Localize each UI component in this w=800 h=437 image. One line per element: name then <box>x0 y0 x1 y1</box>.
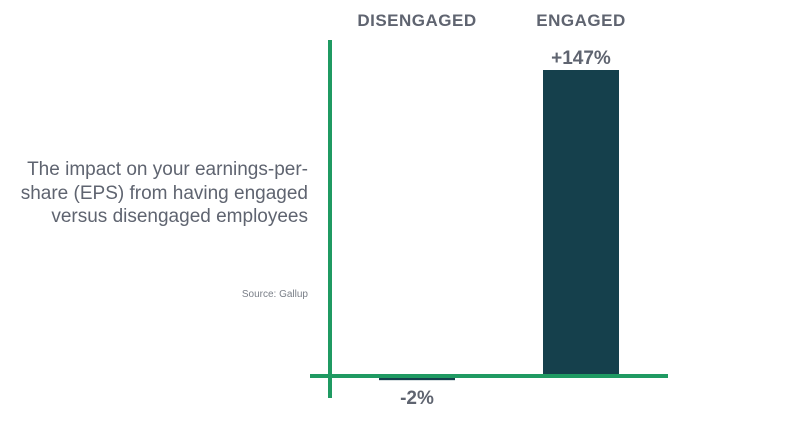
category-label-engaged: ENGAGED <box>536 11 625 30</box>
bar-engaged <box>543 70 619 376</box>
value-label-engaged: +147% <box>551 48 611 69</box>
value-label-disengaged: -2% <box>400 388 434 409</box>
bar-disengaged <box>379 376 455 381</box>
category-label-disengaged: DISENGAGED <box>357 11 476 30</box>
chart-description: The impact on your earnings-per-share (E… <box>20 159 308 227</box>
source-note: Source: Gallup <box>241 289 308 300</box>
